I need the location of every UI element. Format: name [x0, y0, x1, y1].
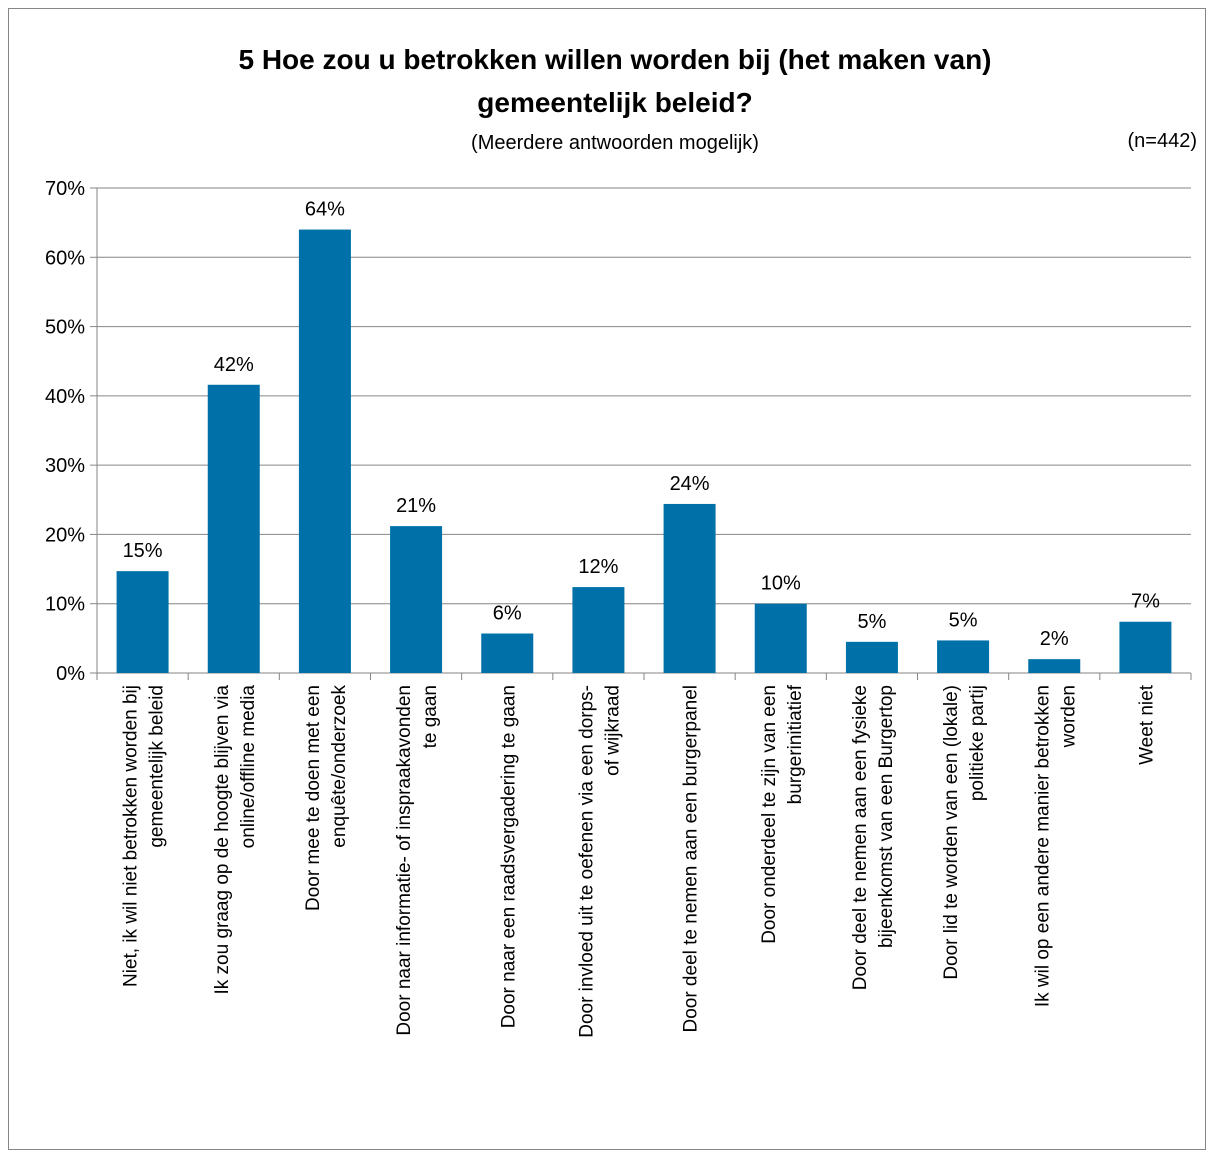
data-label: 21%: [396, 495, 436, 517]
category-label-line: online/offline media: [238, 685, 259, 849]
bar: [845, 641, 898, 673]
gridlines: [97, 187, 1191, 605]
category-label-line: te gaan: [420, 685, 441, 748]
category-label-line: Door naar informatie- of inspraakavonden: [394, 685, 415, 1036]
data-label: 42%: [214, 354, 254, 376]
bar: [754, 603, 807, 673]
data-label: 64%: [305, 199, 345, 221]
category-label: Door lid te worden van een (lokale) polit…: [941, 685, 988, 980]
bar: [207, 384, 260, 673]
data-label: 5%: [949, 609, 978, 631]
y-tick-label: 50%: [45, 317, 85, 339]
category-label: Niet, ik wil niet betrokken worden bij ge…: [121, 685, 168, 987]
category-label: Ik zou graag op de hoogte blijven via onl…: [212, 685, 259, 995]
bar: [663, 503, 716, 673]
category-label: Door naar informatie- of inspraakavonden…: [394, 685, 441, 1036]
category-label-line: Door deel te nemen aan een burgerpanel: [681, 685, 702, 1033]
y-tick-label: 70%: [45, 178, 85, 200]
labels: 0% 10% 20% 30% 40% 50% 60% 70% 15% Niet, ik wil n…: [45, 178, 1160, 1038]
category-label-line: Ik wil op een andere manier betrokken: [1032, 685, 1053, 1007]
y-tick-label: 40%: [45, 386, 85, 408]
category-label-line: Door naar een raadsvergadering te gaan: [498, 685, 519, 1028]
chart-title-line-2: gemeentelijk beleid?: [477, 87, 752, 118]
bar: [390, 526, 443, 673]
category-label-line: politieke partij: [967, 685, 988, 801]
category-label-line: Door deel te nemen aan een fysieke: [850, 685, 871, 990]
bar: [116, 571, 169, 673]
bar: [1028, 659, 1081, 673]
bar: [481, 633, 534, 673]
data-label: 5%: [857, 611, 886, 633]
category-label: Ik wil op een andere manier betrokken wor…: [1032, 685, 1079, 1007]
category-label: Weet niet: [1136, 684, 1157, 765]
category-label: Door naar een raadsvergadering te gaan: [498, 685, 519, 1028]
category-label: Door deel te nemen aan een fysieke bijeen…: [850, 685, 897, 990]
data-label: 7%: [1131, 591, 1160, 613]
category-label-line: bijeenkomst van een Burgertop: [876, 685, 897, 948]
y-tick-label: 10%: [45, 594, 85, 616]
chart-frame: 5 Hoe zou u betrokken willen worden bij …: [8, 8, 1206, 1150]
bar: [572, 587, 625, 673]
data-label: 24%: [670, 473, 710, 495]
category-label-line: Door lid te worden van een (lokale): [941, 685, 962, 980]
category-label-line: Ik zou graag op de hoogte blijven via: [212, 685, 233, 995]
y-tick-label: 0%: [56, 663, 85, 685]
bar: [937, 640, 990, 673]
bars: [116, 229, 1172, 674]
category-label: Door invloed uit te oefenen via een dorp…: [576, 685, 623, 1038]
data-label: 12%: [578, 556, 618, 578]
bar-chart: 5 Hoe zou u betrokken willen worden bij …: [45, 44, 1198, 1038]
y-tick-label: 30%: [45, 455, 85, 477]
category-label-line: gemeentelijk beleid: [147, 685, 168, 848]
category-label-line: Niet, ik wil niet betrokken worden bij: [121, 685, 142, 987]
data-label: 10%: [761, 573, 801, 595]
category-label-line: Door mee te doen met een: [303, 685, 324, 911]
bar: [298, 229, 351, 674]
category-label-line: Door invloed uit te oefenen via een dorp…: [576, 685, 597, 1038]
data-label: 15%: [123, 540, 163, 562]
category-label: Door deel te nemen aan een burgerpanel: [681, 685, 702, 1033]
category-label-line: enquête/onderzoek: [329, 685, 350, 848]
category-label: Door onderdeel te zijn van een burgerinit…: [759, 684, 806, 944]
y-tick-label: 60%: [45, 247, 85, 269]
data-label: 2%: [1040, 628, 1069, 650]
data-label: 6%: [493, 603, 522, 625]
category-label-line: burgerinitiatief: [785, 684, 806, 804]
chart-subtitle: (Meerdere antwoorden mogelijk): [471, 132, 759, 154]
category-label-line: of wijkraad: [602, 685, 623, 776]
sample-size-note: (n=442): [1128, 130, 1198, 152]
category-label-line: worden: [1058, 685, 1079, 748]
axes: [90, 187, 1192, 680]
chart-title-line-1: 5 Hoe zou u betrokken willen worden bij …: [238, 44, 991, 75]
category-label-line: Weet niet: [1136, 684, 1157, 765]
y-tick-label: 20%: [45, 524, 85, 546]
category-label: Door mee te doen met een enquête/onderzoe…: [303, 685, 350, 912]
bar: [1119, 621, 1172, 673]
category-label-line: Door onderdeel te zijn van een: [759, 685, 780, 944]
